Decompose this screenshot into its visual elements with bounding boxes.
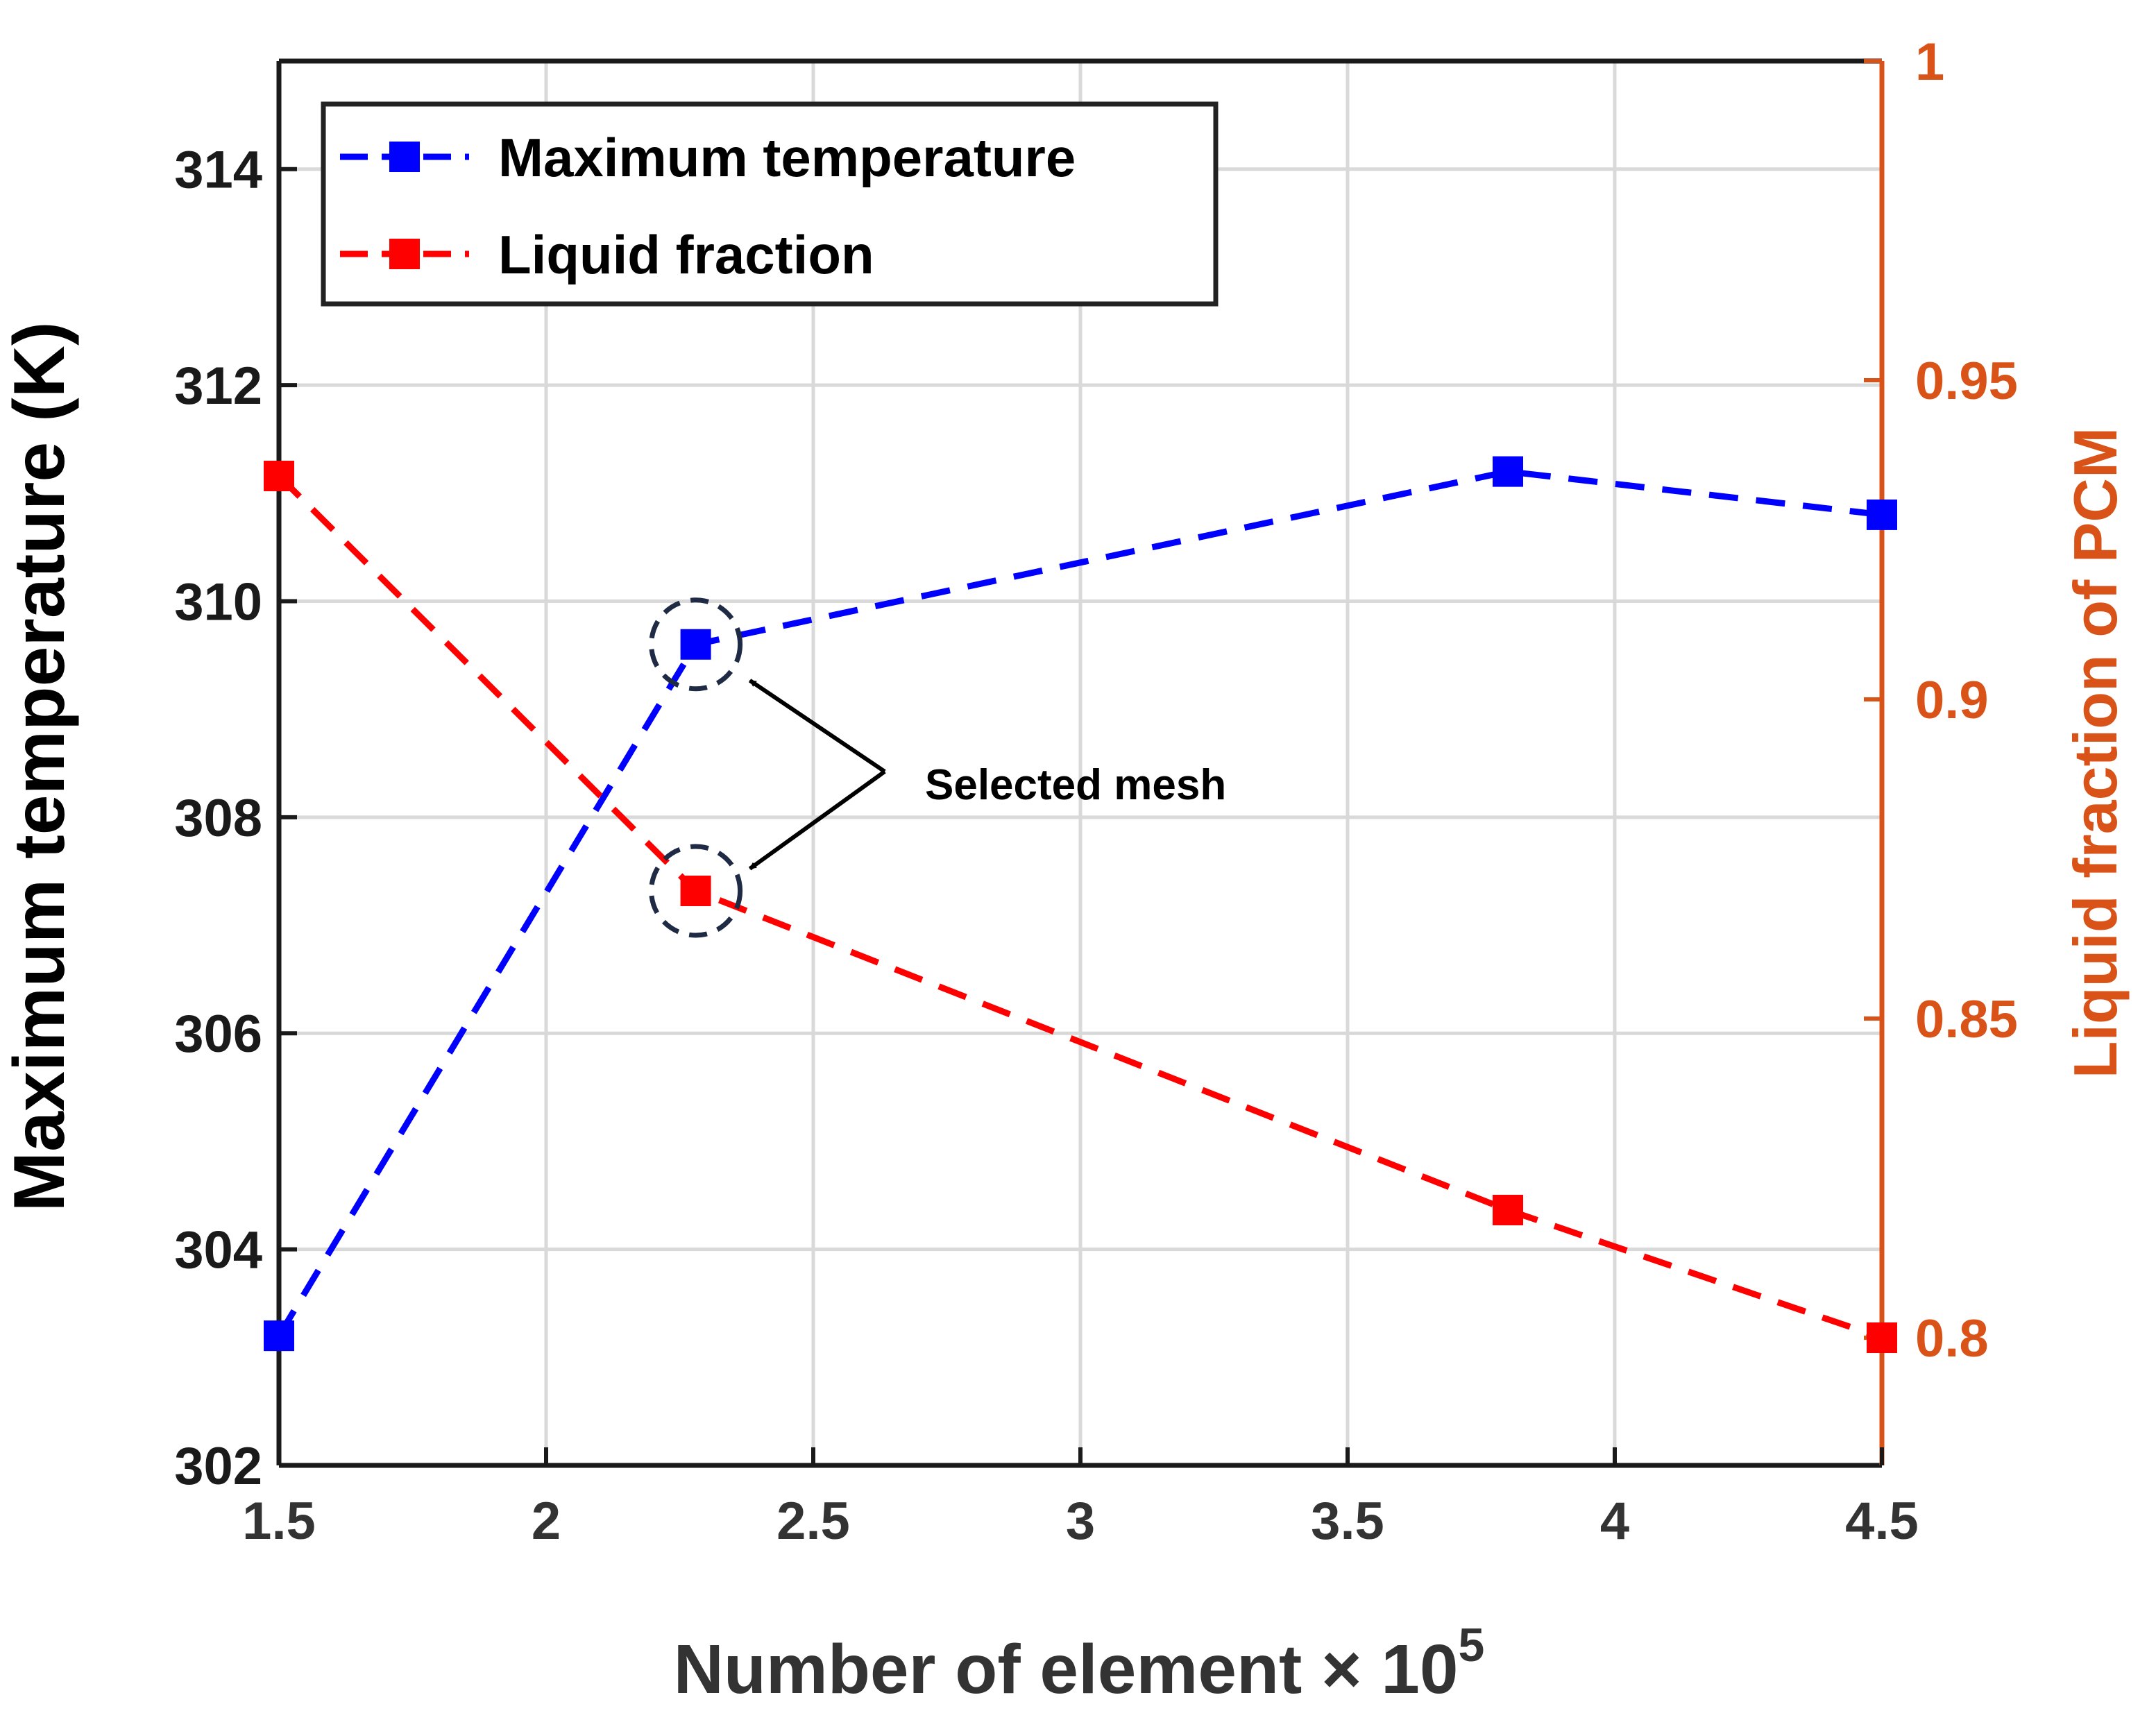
x-tick-label: 4	[1600, 1492, 1629, 1551]
legend-marker-max-temperature	[389, 142, 420, 172]
ticks: 302 304 306 308 310 312 314 1.5 2 2.5 3 3.5 4 4.5 0.8 0…	[174, 33, 2018, 1551]
legend-label-liquid-fraction: Liquid fraction	[498, 224, 874, 285]
x-axis-label-text: Number of element × 10	[674, 1631, 1459, 1708]
selected-mesh-arrow-temperature	[748, 679, 886, 774]
y-right-tick-label: 0.85	[1915, 990, 2018, 1049]
max-temperature-point-1	[680, 629, 711, 660]
y-left-tick-label: 308	[174, 789, 262, 848]
x-axis-label-exponent: 5	[1459, 1619, 1485, 1671]
legend-label-max-temperature: Maximum temperature	[498, 127, 1076, 188]
x-tick-label: 2.5	[776, 1492, 850, 1551]
y-axis-left-label: Maximum temperature (K)	[0, 322, 80, 1212]
x-tick-label: 3.5	[1311, 1492, 1384, 1551]
x-tick-label: 3	[1066, 1492, 1095, 1551]
y-left-tick-label: 304	[174, 1221, 262, 1280]
liquid-fraction-point-1	[680, 876, 711, 906]
y-left-tick-label: 312	[174, 357, 262, 416]
selected-mesh-arrow-liquid-fraction	[748, 769, 886, 871]
y-right-tick-label: 1	[1915, 33, 1944, 92]
max-temperature-line	[276, 468, 1883, 1338]
selected-mesh-circle-temperature	[649, 597, 743, 692]
y-right-tick-label: 0.9	[1915, 671, 1989, 730]
legend-box	[321, 101, 1219, 307]
selected-mesh-circle-liquid-fraction	[649, 844, 743, 938]
legend-marker-liquid-fraction	[389, 239, 420, 269]
y-left-tick-label: 306	[174, 1005, 262, 1064]
liquid-fraction-point-2	[1493, 1195, 1523, 1225]
y-right-tick-label: 0.8	[1915, 1309, 1989, 1368]
x-axis-label: Number of element × 105	[674, 1619, 1485, 1708]
liquid-fraction-point-3	[1867, 1322, 1897, 1353]
max-temperature-point-2	[1493, 456, 1523, 487]
y-left-tick-label: 310	[174, 572, 262, 631]
y-right-tick-label: 0.95	[1915, 352, 2018, 411]
annotation-group: Selected mesh	[649, 597, 1226, 938]
y-left-tick-label: 314	[174, 141, 262, 200]
liquid-fraction-point-0	[264, 461, 294, 491]
y-axis-right-label: Liquid fraction of PCM	[2061, 427, 2130, 1079]
max-temperature-point-3	[1867, 499, 1897, 530]
legend: Maximum temperature Liquid fraction	[321, 101, 1219, 307]
x-tick-label: 4.5	[1845, 1492, 1919, 1551]
x-tick-label: 1.5	[242, 1492, 316, 1551]
liquid-fraction-line	[276, 473, 1883, 1341]
y-left-tick-label: 302	[174, 1437, 262, 1496]
max-temperature-point-0	[264, 1320, 294, 1352]
x-tick-label: 2	[532, 1492, 561, 1551]
series	[264, 456, 1897, 1353]
selected-mesh-annotation: Selected mesh	[925, 761, 1226, 809]
